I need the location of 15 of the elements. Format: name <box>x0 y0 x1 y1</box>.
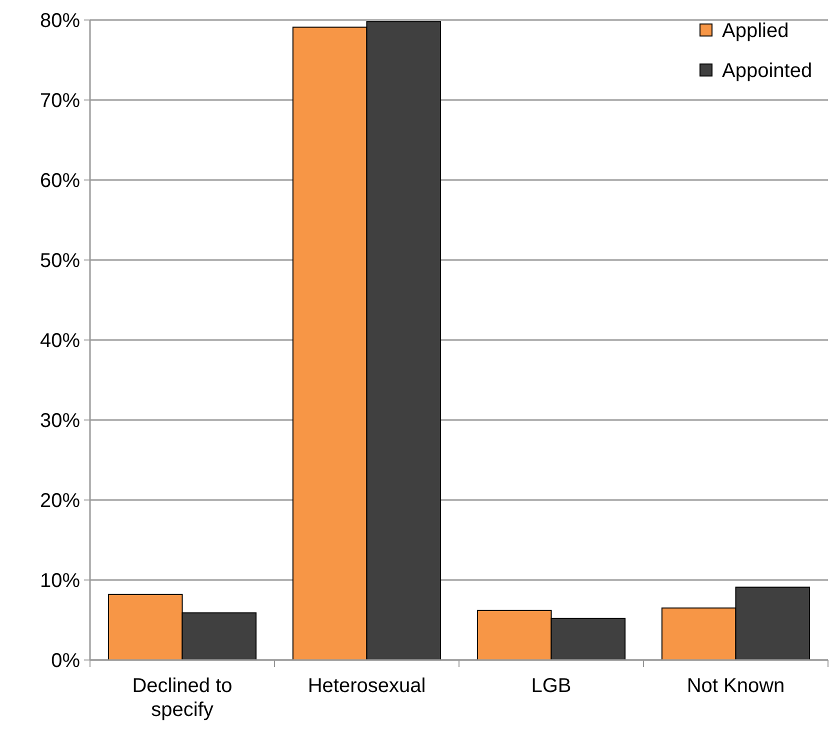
x-tick-label: Not Known <box>686 675 785 697</box>
legend-label: Appointed <box>722 60 812 82</box>
y-tick-label: 30% <box>40 410 80 432</box>
x-tick-label: Declined to specify <box>132 675 232 721</box>
y-tick-label: 50% <box>40 250 80 272</box>
y-tick-label: 70% <box>40 90 80 112</box>
y-tick-label: 0% <box>51 650 80 672</box>
y-tick-label: 10% <box>40 570 80 592</box>
x-tick-label: Heterosexual <box>308 675 426 697</box>
x-tick-label: LGB <box>531 675 572 697</box>
y-tick-label: 60% <box>40 170 80 192</box>
legend-label: Applied <box>722 20 789 42</box>
y-tick-label: 80% <box>40 10 80 32</box>
y-tick-label: 40% <box>40 330 80 352</box>
y-tick-label: 20% <box>40 490 80 512</box>
